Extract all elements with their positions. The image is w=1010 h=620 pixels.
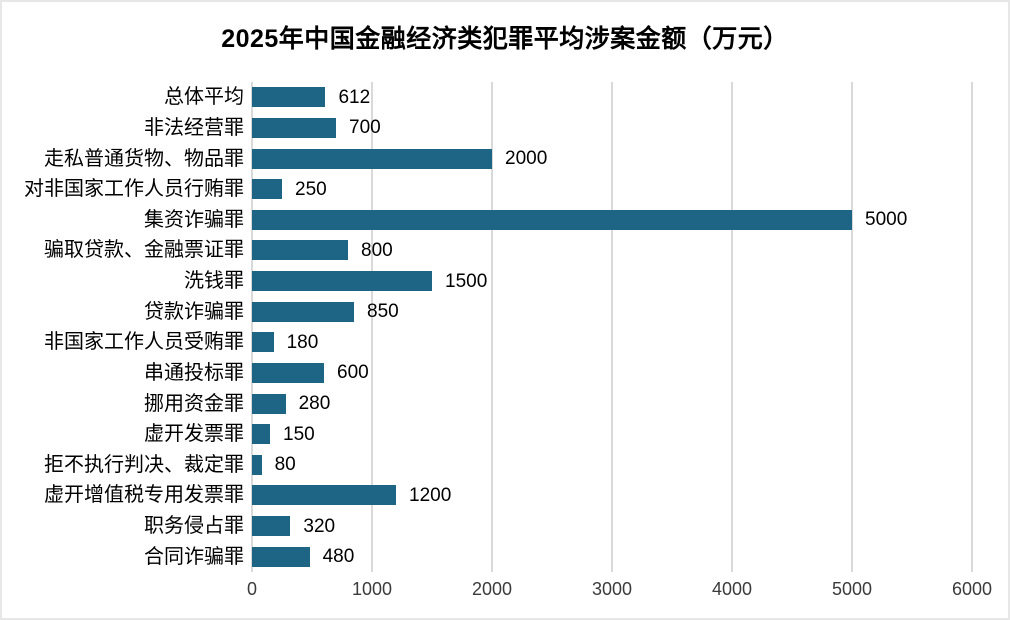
x-tick-label: 0 bbox=[246, 579, 258, 599]
category-label: 串通投标罪 bbox=[144, 361, 244, 384]
category-label: 合同诈骗罪 bbox=[144, 545, 244, 568]
category-label: 贷款诈骗罪 bbox=[144, 300, 244, 323]
category-label: 洗钱罪 bbox=[184, 270, 244, 293]
bar-rows: 总体平均 612 非法经营罪 700 走私普通货物、物品罪 2000 对非国家工作人员行贿罪… bbox=[2, 82, 1008, 572]
category-label: 职务侵占罪 bbox=[144, 515, 244, 538]
value-label: 150 bbox=[283, 423, 315, 445]
value-label: 280 bbox=[298, 393, 331, 415]
bar bbox=[252, 362, 324, 383]
value-label: 612 bbox=[338, 86, 371, 108]
category-label: 非法经营罪 bbox=[144, 116, 244, 139]
bar-track: 850 bbox=[252, 301, 972, 323]
bar-row: 合同诈骗罪 480 bbox=[2, 541, 1008, 572]
value-label: 80 bbox=[274, 454, 296, 476]
value-label: 600 bbox=[337, 362, 369, 384]
bar-track: 480 bbox=[252, 546, 972, 568]
value-label: 250 bbox=[295, 178, 327, 200]
bar-row: 总体平均 612 bbox=[2, 82, 1008, 113]
value-label: 800 bbox=[361, 239, 393, 261]
gridline bbox=[371, 82, 373, 572]
category-label: 骗取贷款、金融票证罪 bbox=[44, 239, 244, 262]
bar bbox=[252, 424, 270, 445]
gridline bbox=[491, 82, 493, 572]
bar bbox=[252, 393, 286, 414]
value-label: 5000 bbox=[865, 209, 908, 231]
bar-track: 1200 bbox=[252, 484, 972, 506]
bar-track: 600 bbox=[252, 362, 972, 384]
bar bbox=[252, 240, 348, 261]
category-label: 拒不执行判决、裁定罪 bbox=[44, 453, 244, 476]
x-tick-label: 2000 bbox=[471, 579, 513, 599]
bar-row: 串通投标罪 600 bbox=[2, 358, 1008, 389]
bar-track: 5000 bbox=[252, 209, 972, 231]
category-label: 虚开发票罪 bbox=[144, 423, 244, 446]
bar-track: 612 bbox=[252, 86, 972, 108]
value-label: 850 bbox=[367, 301, 399, 323]
bar-track: 150 bbox=[252, 423, 972, 445]
category-label: 对非国家工作人员行贿罪 bbox=[24, 178, 244, 201]
bar bbox=[252, 332, 274, 353]
bar-track: 80 bbox=[252, 454, 972, 476]
chart-title: 2025年中国金融经济类犯罪平均涉案金额（万元） bbox=[221, 25, 789, 53]
gridline bbox=[971, 82, 973, 572]
value-label: 1500 bbox=[445, 270, 488, 292]
x-axis: 0 1000 2000 3000 4000 5000 6000 bbox=[247, 579, 992, 603]
bar-row: 集资诈骗罪 5000 bbox=[2, 205, 1008, 236]
gridline bbox=[251, 82, 253, 572]
x-tick-label: 1000 bbox=[351, 579, 393, 599]
value-label: 180 bbox=[286, 331, 319, 353]
bar-track: 250 bbox=[252, 178, 972, 200]
bar bbox=[252, 179, 282, 200]
bar bbox=[252, 485, 396, 506]
bar-row: 拒不执行判决、裁定罪 80 bbox=[2, 450, 1008, 481]
gridline bbox=[731, 82, 733, 572]
value-label: 2000 bbox=[505, 148, 548, 170]
value-label: 700 bbox=[349, 117, 381, 139]
category-label: 虚开增值税专用发票罪 bbox=[44, 484, 244, 507]
category-label: 走私普通货物、物品罪 bbox=[44, 147, 244, 170]
bar-row: 非法经营罪 700 bbox=[2, 113, 1008, 144]
gridline bbox=[851, 82, 853, 572]
bar-track: 1500 bbox=[252, 270, 972, 292]
bar-track: 2000 bbox=[252, 148, 972, 170]
plot-gridlines bbox=[251, 82, 973, 572]
bar bbox=[252, 301, 354, 322]
bar-row: 虚开发票罪 150 bbox=[2, 419, 1008, 450]
gridline bbox=[611, 82, 613, 572]
bar-row: 走私普通货物、物品罪 2000 bbox=[2, 143, 1008, 174]
x-tick-label: 5000 bbox=[831, 579, 873, 599]
x-tick-label: 6000 bbox=[951, 579, 993, 599]
bar-track: 280 bbox=[252, 393, 972, 415]
bar bbox=[252, 209, 852, 230]
bar bbox=[252, 454, 262, 475]
bar-row: 职务侵占罪 320 bbox=[2, 511, 1008, 542]
bar-row: 对非国家工作人员行贿罪 250 bbox=[2, 174, 1008, 205]
value-label: 320 bbox=[303, 515, 336, 537]
bar-row: 骗取贷款、金融票证罪 800 bbox=[2, 235, 1008, 266]
bar bbox=[252, 117, 336, 138]
category-label: 总体平均 bbox=[164, 86, 244, 109]
bar-row: 贷款诈骗罪 850 bbox=[2, 296, 1008, 327]
bar-track: 700 bbox=[252, 117, 972, 139]
bar-row: 洗钱罪 1500 bbox=[2, 266, 1008, 297]
bar bbox=[252, 546, 310, 567]
x-tick-label: 4000 bbox=[711, 579, 753, 599]
bar-row: 虚开增值税专用发票罪 1200 bbox=[2, 480, 1008, 511]
bar bbox=[252, 87, 326, 108]
value-label: 480 bbox=[322, 546, 355, 568]
category-label: 集资诈骗罪 bbox=[144, 208, 244, 231]
bar bbox=[252, 516, 291, 537]
x-tick-label: 3000 bbox=[591, 579, 633, 599]
bar-track: 320 bbox=[252, 515, 972, 537]
category-label: 挪用资金罪 bbox=[144, 392, 244, 415]
bar-row: 非国家工作人员受贿罪 180 bbox=[2, 327, 1008, 358]
bar-track: 800 bbox=[252, 239, 972, 261]
category-label: 非国家工作人员受贿罪 bbox=[44, 331, 244, 354]
bar-track: 180 bbox=[252, 331, 972, 353]
value-label: 1200 bbox=[409, 484, 452, 506]
bar bbox=[252, 271, 432, 292]
bar-row: 挪用资金罪 280 bbox=[2, 388, 1008, 419]
bar bbox=[252, 148, 492, 169]
